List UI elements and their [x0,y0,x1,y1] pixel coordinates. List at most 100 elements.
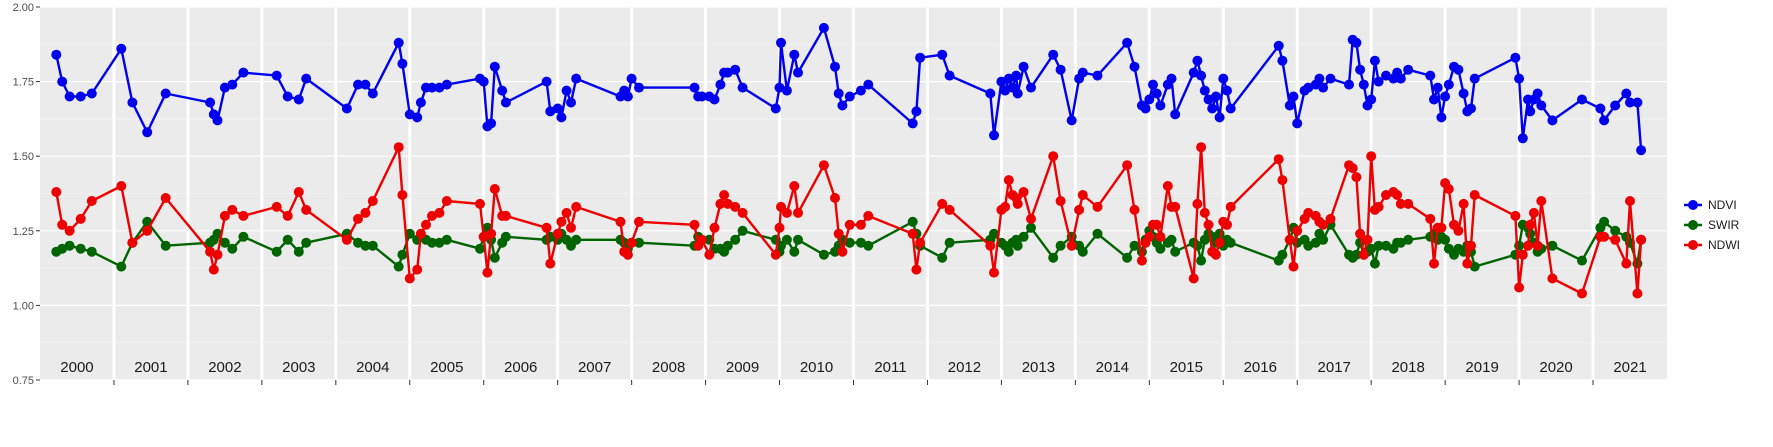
year-label: 2004 [356,359,389,376]
ndwi-point [793,207,803,218]
ndwi-point [566,222,576,233]
ndwi-point [730,201,741,212]
ndvi-point [75,91,86,102]
ndvi-point [1595,103,1606,114]
ndvi-point [1155,100,1166,111]
ndvi-point [844,91,855,102]
year-label: 2021 [1613,359,1646,376]
ndvi-point [1055,64,1066,75]
ndvi-point [571,73,582,84]
ndwi-point [482,267,493,278]
ndvi-point [497,85,508,96]
ndwi-point [1523,240,1533,251]
ndwi-legend-label: NDWI [1708,238,1740,252]
ndvi-point [360,79,371,90]
year-label: 2007 [578,359,611,376]
y-axis: 0.75 1.00 1.25 1.50 1.75 2.00 [13,2,40,387]
ndvi-point [1514,73,1525,84]
ndwi-point [1199,207,1210,218]
y-tick-label: 1.50 [13,151,34,163]
ndvi-point [1599,115,1610,126]
ndwi-point [709,222,720,233]
ndwi-point [64,225,75,236]
ndwi-point [238,210,249,221]
ndvi-point [1273,40,1284,51]
ndwi-point [781,207,792,218]
ndvi-point [1166,73,1177,84]
ndwi-point [434,207,445,218]
series-layer [51,22,1647,299]
ndvi-point [1436,112,1447,123]
ndvi-point [818,22,829,33]
ndwi-point [863,210,874,221]
ndwi-point [397,190,408,200]
ndwi-point [1092,201,1103,212]
ndwi-point [989,267,999,278]
ndwi-point [1347,163,1358,174]
ndwi-point [911,264,922,275]
ndwi-point [626,237,637,248]
swir-point [1196,255,1207,266]
ndwi-point [489,184,500,194]
ndwi-point [615,216,626,227]
ndvi-point [415,97,426,108]
ndvi-point [863,79,874,90]
ndvi-point [915,52,926,63]
ndwi-point [1625,196,1635,206]
ndwi-point [412,264,423,275]
ndvi-point [1517,133,1528,144]
ndvi-point [634,82,644,93]
ndwi-point [353,213,363,224]
ndwi-point [1425,213,1436,224]
ndvi-point [1222,85,1232,96]
ndwi-point [1318,219,1329,230]
swir-point [634,237,644,248]
ndvi-point [1207,103,1218,114]
ndwi-point [985,240,996,251]
ndvi-point [205,97,216,108]
ndvi-point [1277,55,1288,66]
ndvi-point [1369,55,1380,66]
y-tick-label: 1.25 [13,226,34,238]
year-label: 2000 [60,359,93,376]
ndwi-point [421,219,431,230]
swir-point [737,225,748,236]
year-strip-labels: 2000 2001 2002 2003 2004 2005 2006 2007 2008 2009… [60,359,1646,376]
ndwi-point [142,225,153,236]
ndvi-point [1122,37,1133,48]
ndvi-point [626,73,637,84]
y-tick-label: 1.75 [13,77,34,89]
swir-point [571,234,582,245]
ndvi-point [837,100,848,111]
ndvi-point [441,79,452,90]
swir-point [793,234,803,245]
swir-point [500,231,511,242]
swir-point [844,237,855,248]
ndvi-point [985,88,996,99]
swir-point [1092,228,1103,239]
swir-point [730,234,741,245]
ndwi-point [415,228,426,239]
ndvi-point [1610,100,1621,111]
ndvi-point [1325,73,1336,84]
ndwi-point [622,249,633,260]
year-label: 2002 [208,359,241,376]
ndvi-point [142,127,153,138]
ndvi-point [737,82,748,93]
y-tick-label: 1.00 [13,300,34,312]
ndwi-point [301,204,312,215]
ndwi-point [57,219,68,230]
swir-point [863,240,874,251]
ndvi-point [212,115,223,126]
ndwi-point [907,228,918,239]
swir-point [238,231,249,242]
ndwi-point [915,237,926,248]
swir-point [1351,249,1362,260]
ndwi-point [127,237,138,248]
year-label: 2016 [1244,359,1277,376]
ndvi-point [1292,118,1303,129]
year-label: 2010 [800,359,833,376]
ndvi-point [1011,70,1022,81]
year-label: 2014 [1096,359,1129,376]
